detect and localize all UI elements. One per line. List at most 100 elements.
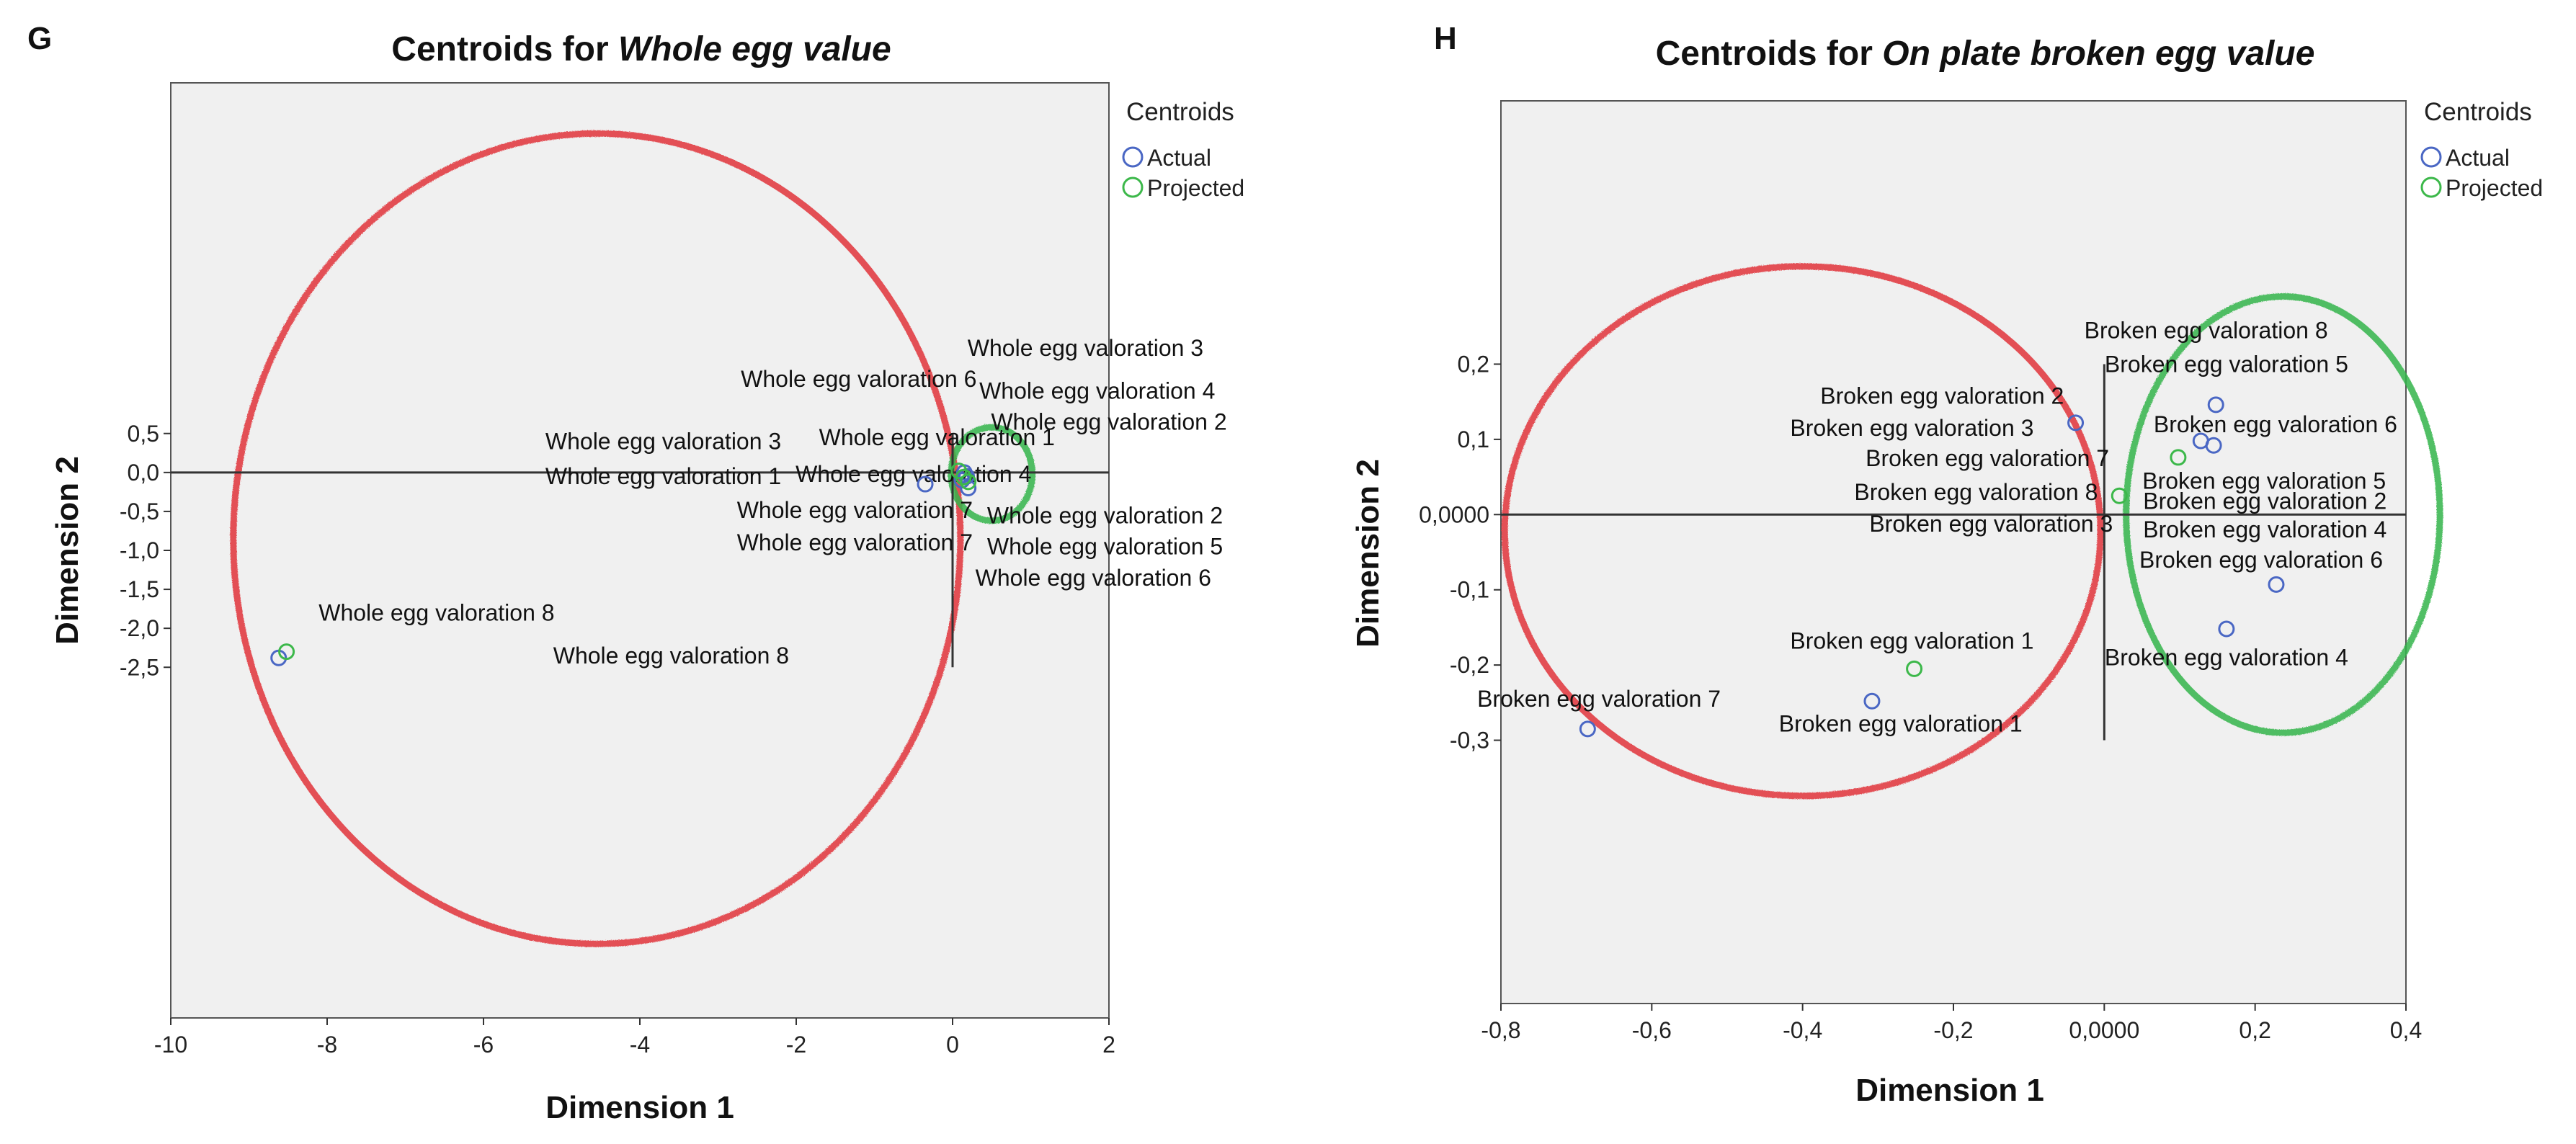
legend-marker-projected bbox=[1122, 176, 1144, 198]
point-label: Whole egg valoration 5 bbox=[987, 534, 1223, 560]
point-label: Whole egg valoration 8 bbox=[553, 643, 789, 669]
x-tick-label: -4 bbox=[630, 1032, 650, 1058]
point-label: Broken egg valoration 3 bbox=[1869, 511, 2113, 537]
x-tick-label: -2 bbox=[786, 1032, 806, 1058]
point-label: Whole egg valoration 3 bbox=[968, 335, 1203, 361]
x-ticks: -10 -8 -6 -4 -2 0 2 bbox=[154, 1018, 1115, 1058]
legend-title: Centroids bbox=[2424, 98, 2532, 126]
y-tick-label: -0,2 bbox=[1450, 652, 1489, 678]
x-tick-label: -0,4 bbox=[1783, 1017, 1822, 1043]
point-labels: Whole egg valoration 3 Whole egg valorati… bbox=[318, 335, 1226, 669]
x-tick-label: -0,6 bbox=[1632, 1017, 1672, 1043]
point-label: Whole egg valoration 2 bbox=[987, 502, 1223, 528]
point-label: Broken egg valoration 2 bbox=[1820, 383, 2064, 408]
point-label: Whole egg valoration 4 bbox=[795, 461, 1031, 487]
point-label: Whole egg valoration 3 bbox=[545, 429, 781, 455]
y-tick-label: -2,5 bbox=[120, 654, 159, 680]
panel-letter: G bbox=[27, 21, 52, 56]
x-tick-label: 2 bbox=[1102, 1032, 1115, 1058]
chart-title-italic: Whole egg value bbox=[618, 30, 891, 68]
y-tick-label: -0,3 bbox=[1450, 728, 1489, 754]
red-ellipse bbox=[1501, 263, 2104, 800]
chart-title-prefix: Centroids for bbox=[1656, 35, 1873, 73]
ellipse-layer bbox=[230, 130, 1036, 947]
legend-marker-actual bbox=[1122, 146, 1144, 168]
actual-point bbox=[1863, 692, 1881, 710]
point-label: Broken egg valoration 5 bbox=[2142, 468, 2386, 493]
projected-point bbox=[955, 468, 972, 486]
point-label: Whole egg valoration 2 bbox=[991, 409, 1226, 435]
legend-label-projected: Projected bbox=[1147, 175, 1244, 201]
point-label: Broken egg valoration 4 bbox=[2105, 645, 2348, 671]
x-axis-title: Dimension 1 bbox=[545, 1090, 734, 1125]
x-tick-label: -6 bbox=[473, 1032, 494, 1058]
actual-point bbox=[2268, 576, 2285, 593]
green-ellipse bbox=[948, 424, 1036, 524]
x-axis-title: Dimension 1 bbox=[1855, 1073, 2044, 1108]
y-ticks: 0,2 0,1 0,0000 -0,1 -0,2 -0,3 bbox=[1419, 351, 1501, 754]
data-points bbox=[1579, 396, 2285, 738]
point-label: Whole egg valoration 8 bbox=[318, 600, 554, 626]
y-tick-label: -1,5 bbox=[120, 576, 159, 602]
legend-label-actual: Actual bbox=[1147, 145, 1211, 171]
point-label: Broken egg valoration 1 bbox=[1779, 711, 2023, 737]
actual-point bbox=[2205, 437, 2222, 454]
point-label: Broken egg valoration 2 bbox=[2143, 488, 2386, 514]
projected-point bbox=[2170, 449, 2187, 466]
point-label: Broken egg valoration 6 bbox=[2139, 547, 2383, 573]
point-label: Whole egg valoration 6 bbox=[741, 366, 976, 392]
point-labels: Broken egg valoration 8 Broken egg valora… bbox=[1477, 317, 2397, 736]
panel-h: H Centroids for On plate broken egg valu… bbox=[1350, 21, 2543, 1108]
panel-g: G Centroids for Whole egg value Whole eg… bbox=[27, 21, 1244, 1125]
y-tick-label: 0,0 bbox=[128, 460, 159, 486]
y-ticks: 0,5 0,0 -0,5 -1,0 -1,5 -2,0 -2,5 bbox=[120, 421, 171, 680]
projected-point bbox=[2111, 487, 2128, 504]
point-label: Broken egg valoration 4 bbox=[2143, 517, 2386, 542]
point-label: Whole egg valoration 1 bbox=[545, 463, 781, 489]
legend-marker-actual bbox=[2420, 146, 2442, 168]
point-label: Broken egg valoration 7 bbox=[1477, 686, 1721, 712]
x-tick-label: -8 bbox=[317, 1032, 337, 1058]
data-points bbox=[270, 462, 977, 666]
point-label: Whole egg valoration 7 bbox=[737, 497, 973, 523]
y-tick-label: 0,1 bbox=[1458, 426, 1489, 452]
red-ellipse bbox=[230, 130, 964, 947]
x-tick-label: 0,0000 bbox=[2069, 1017, 2139, 1043]
projected-point bbox=[960, 473, 977, 491]
actual-point bbox=[2207, 396, 2224, 414]
chart-title: Centroids for On plate broken egg value bbox=[1656, 35, 2315, 73]
point-label: Broken egg valoration 6 bbox=[2154, 411, 2397, 437]
point-label: Broken egg valoration 8 bbox=[1854, 479, 2098, 505]
y-tick-label: -2,0 bbox=[120, 615, 159, 641]
chart-title-italic: On plate broken egg value bbox=[1882, 35, 2314, 73]
y-tick-label: 0,5 bbox=[128, 421, 159, 447]
x-tick-label: -0,8 bbox=[1481, 1017, 1520, 1043]
x-tick-label: -10 bbox=[154, 1032, 187, 1058]
y-axis-title: Dimension 2 bbox=[1350, 459, 1386, 648]
x-tick-label: -0,2 bbox=[1933, 1017, 1973, 1043]
point-label: Whole egg valoration 7 bbox=[737, 529, 973, 555]
y-tick-label: -0,5 bbox=[120, 499, 159, 524]
reference-lines bbox=[1501, 364, 2406, 741]
chart-title-prefix: Centroids for bbox=[391, 30, 608, 68]
legend: Centroids Actual Projected bbox=[1122, 98, 1244, 201]
projected-point bbox=[278, 643, 295, 661]
projected-point bbox=[1906, 660, 1923, 677]
point-label: Broken egg valoration 3 bbox=[1790, 415, 2033, 441]
legend: Centroids Actual Projected bbox=[2420, 98, 2543, 201]
panel-letter: H bbox=[1434, 21, 1457, 56]
y-tick-label: 0,0000 bbox=[1419, 501, 1489, 527]
y-tick-label: 0,2 bbox=[1458, 351, 1489, 377]
point-label: Whole egg valoration 6 bbox=[976, 565, 1211, 591]
legend-label-projected: Projected bbox=[2446, 175, 2543, 201]
y-tick-label: -1,0 bbox=[120, 537, 159, 563]
actual-point bbox=[1579, 720, 1596, 738]
plot-area bbox=[1500, 100, 2407, 1004]
x-ticks: -0,8 -0,6 -0,4 -0,2 0,0000 0,2 0,4 bbox=[1481, 1004, 2422, 1043]
actual-point bbox=[917, 475, 934, 493]
legend-marker-projected bbox=[2420, 176, 2442, 198]
y-axis-title: Dimension 2 bbox=[50, 456, 85, 645]
chart-title: Centroids for Whole egg value bbox=[391, 30, 891, 68]
point-label: Broken egg valoration 1 bbox=[1790, 628, 2033, 654]
